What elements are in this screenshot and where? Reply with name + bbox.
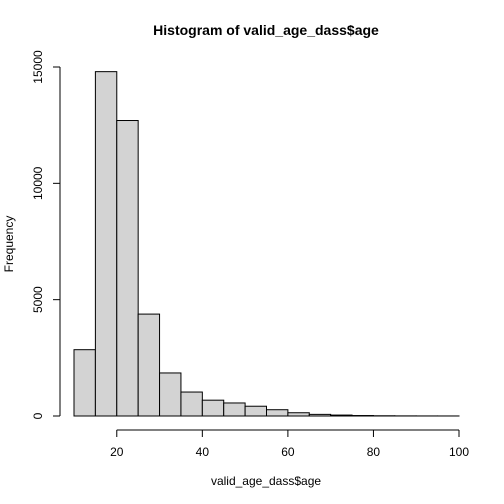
- y-tick-label: 15000: [31, 50, 45, 84]
- histogram-bar: [266, 409, 289, 417]
- histogram-bar: [308, 413, 332, 417]
- x-axis-label: valid_age_dass$age: [211, 474, 321, 488]
- histogram-bar: [137, 313, 161, 417]
- chart-title: Histogram of valid_age_dass$age: [153, 22, 379, 38]
- histogram-bar: [201, 399, 225, 417]
- x-tick-label: 40: [196, 445, 210, 459]
- x-axis: 20 40 60 80 100: [110, 429, 469, 459]
- y-tick-label: 0: [31, 412, 45, 419]
- histogram-bar: [223, 402, 246, 417]
- histogram-bar: [94, 71, 118, 417]
- y-axis: 0 5000 10000 15000: [31, 50, 61, 419]
- histogram-bar: [116, 120, 139, 417]
- histogram-bar: [180, 391, 203, 417]
- x-tick-label: 80: [367, 445, 381, 459]
- histogram-bar: [287, 412, 310, 417]
- x-tick-label: 60: [281, 445, 295, 459]
- histogram-bar: [244, 405, 268, 417]
- histogram-bar: [330, 414, 353, 417]
- histogram-bar: [73, 349, 96, 417]
- y-tick-label: 10000: [31, 166, 45, 200]
- bars-group: [73, 71, 460, 417]
- x-tick-label: 20: [110, 445, 124, 459]
- x-tick-label: 100: [449, 445, 469, 459]
- y-axis-label: Frequency: [2, 216, 16, 273]
- y-tick-label: 5000: [31, 286, 45, 313]
- histogram-bar: [159, 372, 182, 417]
